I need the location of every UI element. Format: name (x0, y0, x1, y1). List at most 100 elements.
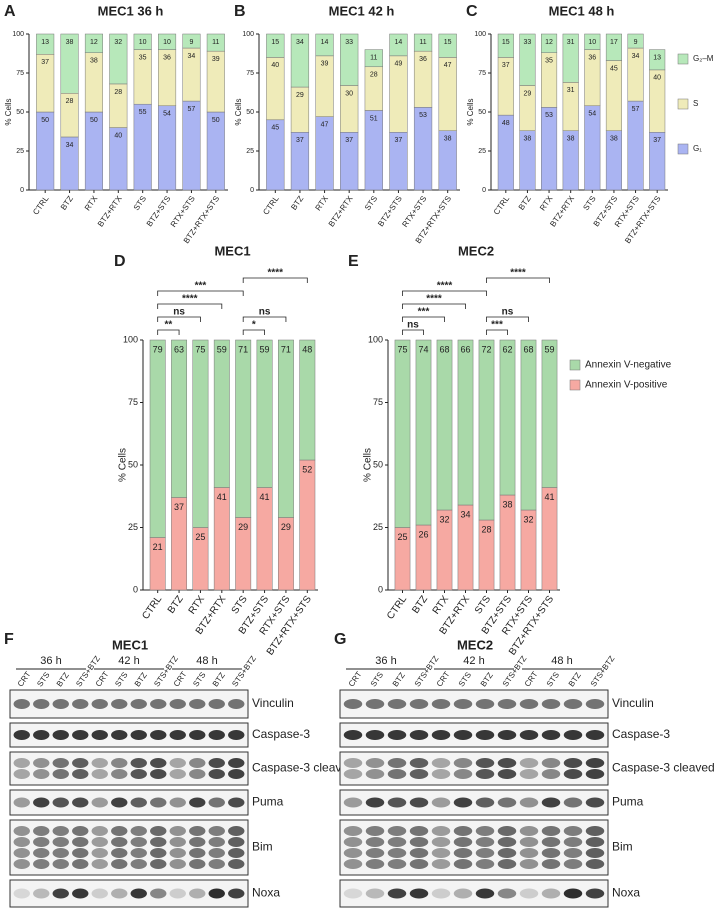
significance-bracket (486, 316, 529, 322)
x-tick-label: BTZ+RTX (327, 194, 355, 229)
lane-label: STS (457, 670, 473, 688)
blot-band (111, 730, 128, 740)
blot-band (33, 848, 50, 858)
value-label: 39 (212, 56, 220, 63)
blot-band (365, 699, 385, 709)
value-label: 41 (217, 492, 227, 502)
value-label: 45 (271, 125, 279, 132)
lane-label: STS+BTZ (230, 654, 258, 688)
blot-band (497, 837, 517, 847)
value-label: 47 (321, 122, 329, 129)
y-tick-label: 75 (246, 70, 254, 77)
value-label: 32 (523, 514, 533, 524)
blot-band (52, 888, 69, 899)
value-label: 38 (567, 136, 575, 143)
blot-band (72, 699, 89, 709)
lane-label: CRT (172, 670, 189, 689)
lane-label: BTZ (55, 671, 71, 689)
value-label: 50 (90, 117, 98, 124)
significance-label: ns (502, 307, 514, 318)
bar-segment (192, 339, 209, 528)
value-label: 40 (653, 75, 661, 82)
bar-segment (235, 339, 252, 518)
y-tick-label: 0 (482, 187, 486, 194)
lane-label: BTZ (567, 671, 583, 689)
x-tick-label: RTX (313, 194, 330, 213)
value-label: 38 (502, 499, 512, 509)
significance-label: **** (437, 281, 453, 292)
bar-segment (109, 33, 128, 85)
value-label: 34 (66, 142, 74, 149)
value-label: 26 (418, 529, 428, 539)
value-label: 36 (588, 54, 596, 61)
blot-band (52, 848, 69, 858)
value-label: 37 (502, 62, 510, 69)
value-label: 68 (523, 344, 533, 354)
blot-band (475, 730, 495, 740)
blot-band (150, 859, 167, 869)
blot-band (365, 730, 385, 740)
significance-bracket (242, 329, 265, 335)
y-tick-label: 25 (478, 148, 486, 155)
blot-strip (9, 689, 249, 719)
value-label: 9 (634, 39, 638, 46)
blot-band (563, 758, 583, 768)
value-label: 71 (238, 344, 248, 354)
y-axis-label: % Cells (466, 98, 475, 125)
blot-band (365, 848, 385, 858)
lane-label: BTZ (211, 671, 227, 689)
x-tick-label: CTRL (492, 194, 512, 217)
lane-label: STS (369, 670, 385, 688)
value-label: 28 (114, 89, 122, 96)
value-label: 12 (545, 39, 553, 46)
bar-segment (520, 339, 537, 511)
blot-band (387, 848, 407, 858)
bar-segment (627, 33, 644, 49)
value-label: 71 (281, 344, 291, 354)
x-tick-label: RTX (187, 594, 208, 617)
blot-band (33, 837, 50, 847)
significance-bracket (242, 316, 287, 322)
protein-label: Caspase-3 cleaved (252, 761, 355, 775)
blot-strip (339, 789, 609, 816)
blot-band (497, 758, 517, 768)
bar-segment (627, 100, 644, 191)
value-label: 48 (302, 344, 312, 354)
y-tick-label: 50 (373, 459, 383, 469)
time-label: 36 h (375, 655, 396, 667)
blot-band (130, 797, 147, 808)
blot-band (52, 730, 69, 740)
y-axis-label: % Cells (118, 448, 129, 482)
value-label: 53 (419, 112, 427, 119)
blot-band (497, 797, 517, 808)
blot-band (541, 888, 561, 899)
x-tick-label: STS (473, 594, 493, 617)
blot-band (585, 699, 605, 709)
blot-band (409, 848, 429, 858)
blot-band (453, 837, 473, 847)
blot-band (72, 888, 89, 899)
significance-label: ns (259, 307, 271, 318)
value-label: 34 (296, 39, 304, 46)
bar-segment (562, 33, 579, 83)
significance-bracket (486, 277, 550, 283)
blot-band (228, 699, 245, 709)
panel-letter: A (4, 3, 16, 20)
value-label: 12 (90, 39, 98, 46)
blot-band (169, 730, 186, 740)
bar-segment (364, 49, 383, 68)
blot-band (563, 730, 583, 740)
bar-segment (290, 33, 310, 88)
blot-band (431, 837, 451, 847)
blot-strip (339, 819, 609, 876)
value-label: 25 (397, 532, 407, 542)
value-label: 54 (588, 111, 596, 118)
bar-segment (541, 107, 558, 191)
protein-label: Bim (612, 840, 633, 854)
blot-title: MEC2 (457, 637, 493, 652)
bar-segment (541, 487, 558, 591)
y-tick-label: 100 (474, 31, 486, 38)
blot-band (497, 730, 517, 740)
bar-segment (60, 33, 79, 94)
blot-band (13, 699, 30, 709)
